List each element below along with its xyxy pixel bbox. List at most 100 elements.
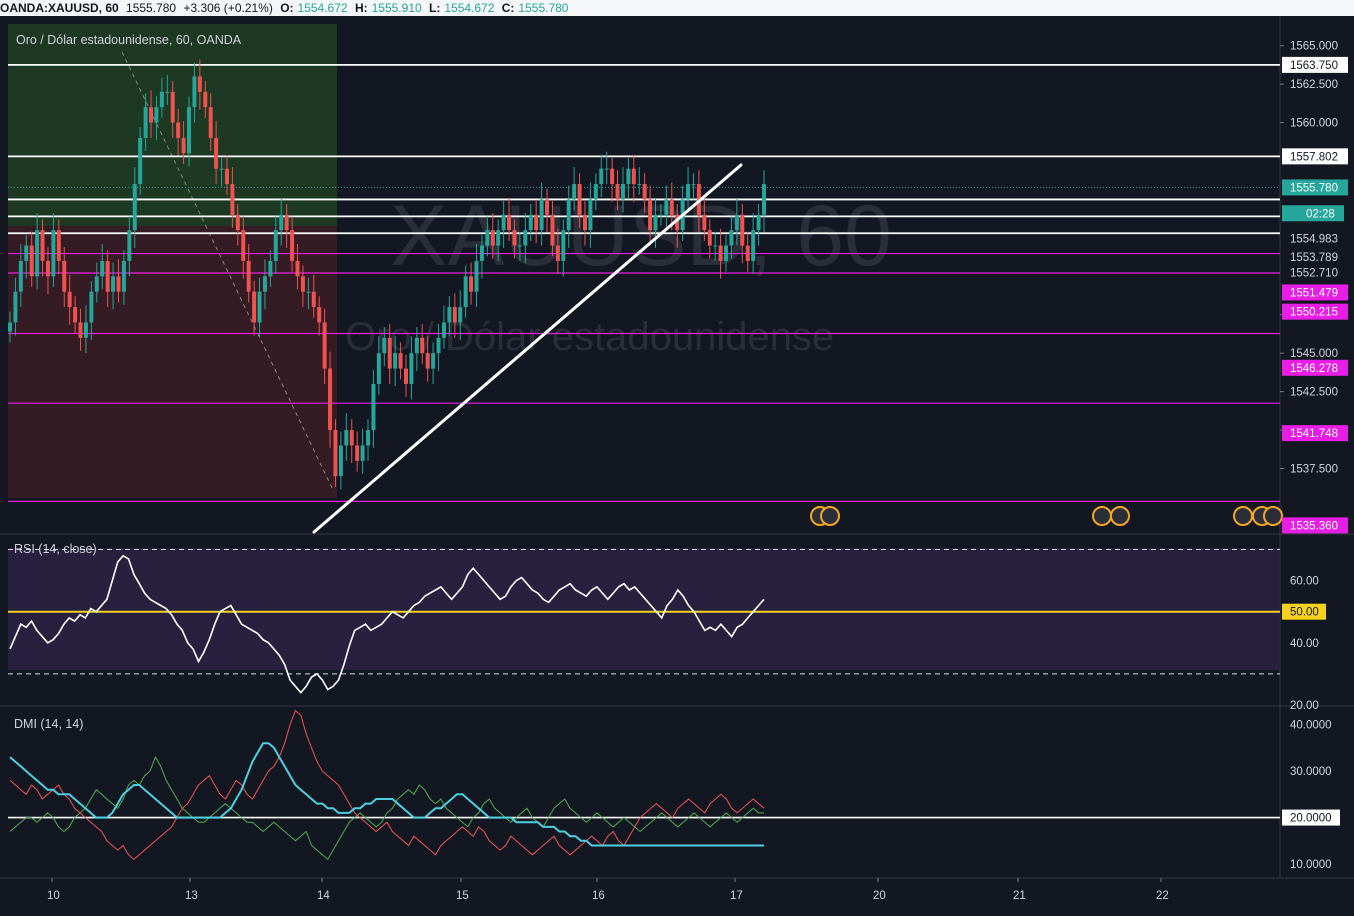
candle-body xyxy=(235,214,240,231)
candle-body xyxy=(517,245,522,247)
last-price: 1555.780 xyxy=(126,1,177,15)
candle-body xyxy=(138,137,143,185)
price-tag-bg xyxy=(1282,284,1348,301)
candle-body xyxy=(360,445,365,461)
candle-body xyxy=(436,337,441,354)
rsi-band xyxy=(8,548,1280,670)
candle-body xyxy=(284,214,289,231)
candle-body xyxy=(626,168,631,185)
price-tag-bg xyxy=(1282,517,1348,534)
candle-body xyxy=(56,230,61,261)
dmi-tick-label: 40.0000 xyxy=(1290,720,1332,732)
price-tag-bg xyxy=(1282,148,1348,165)
rsi-tick-label: 40.00 xyxy=(1290,638,1319,650)
candle-body xyxy=(490,230,495,246)
candle-body xyxy=(35,230,40,277)
candle-body xyxy=(165,91,170,93)
candle-body xyxy=(463,276,468,308)
time-tick-label: 20 xyxy=(873,890,886,902)
time-tick-label: 13 xyxy=(185,890,198,902)
dmi-tick-label: 30.0000 xyxy=(1290,766,1332,778)
candle-body xyxy=(40,230,45,261)
price-tick-label: 1537.500 xyxy=(1290,463,1338,475)
candle-body xyxy=(322,322,327,369)
trendline xyxy=(312,163,743,534)
candle-body xyxy=(94,276,99,292)
price-tick-label: 1565.000 xyxy=(1290,41,1338,53)
candle-body xyxy=(740,214,745,246)
dmi-level-tag-bg xyxy=(1282,809,1340,826)
candle-body xyxy=(111,276,116,292)
high-label: H: xyxy=(354,1,368,15)
candle-body xyxy=(555,245,560,261)
candle-body xyxy=(306,291,311,293)
candle-body xyxy=(452,307,457,323)
price-tag-bg xyxy=(1282,249,1348,266)
candle-body xyxy=(132,184,137,231)
rsi-tick-label: 20.00 xyxy=(1290,700,1319,712)
candle-body xyxy=(121,260,126,292)
price-tag-bg xyxy=(1282,230,1348,247)
candle-body xyxy=(311,291,316,308)
candle-body xyxy=(756,214,761,231)
candle-body xyxy=(176,122,181,138)
low-value: 1554.672 xyxy=(444,1,495,15)
candle-body xyxy=(300,276,305,292)
price-tag: 1563.750 xyxy=(1290,60,1338,72)
rsi-mid-tag: 50.00 xyxy=(1290,607,1319,619)
candle-body xyxy=(268,260,273,277)
price-axis[interactable]: 1565.0001562.5001560.0001547.5001545.000… xyxy=(1280,41,1348,871)
price-tag: 1535.360 xyxy=(1290,520,1338,532)
candle-body xyxy=(393,353,398,369)
candle-body xyxy=(642,184,647,200)
candle-body xyxy=(29,245,34,277)
candle-body xyxy=(257,291,262,323)
candle-body xyxy=(89,291,94,323)
candle-body xyxy=(45,260,50,277)
candle-body xyxy=(252,291,257,323)
candle-body xyxy=(349,430,354,446)
time-tick-label: 15 xyxy=(456,890,469,902)
candle-body xyxy=(273,230,278,261)
rsi-tick-label: 60.00 xyxy=(1290,576,1319,588)
candle-body xyxy=(675,214,680,231)
candle-body xyxy=(219,168,224,170)
watermark-name: Oro / Dólar estadounidense xyxy=(345,315,834,359)
candle-body xyxy=(523,230,528,246)
rsi-line xyxy=(9,554,765,694)
candle-body xyxy=(658,214,663,216)
candle-body xyxy=(420,337,425,354)
trendlines[interactable] xyxy=(312,163,743,534)
candle-body xyxy=(51,230,56,277)
candle-body xyxy=(83,322,88,338)
candle-body xyxy=(512,230,517,246)
candle-body xyxy=(479,245,484,261)
candle-body xyxy=(615,184,620,200)
candle-body xyxy=(279,214,284,231)
candle-body xyxy=(539,199,544,231)
candle-body xyxy=(241,230,246,261)
time-axis[interactable]: 10 13 14 15 16 17 20 21 22 xyxy=(47,878,1169,902)
price-tag: 1546.278 xyxy=(1290,363,1338,375)
candle-body xyxy=(371,383,376,431)
candle-body xyxy=(414,337,419,354)
candle-body xyxy=(149,107,154,123)
candle-body xyxy=(382,337,387,354)
event-badge xyxy=(820,506,840,526)
candle-body xyxy=(582,214,587,231)
dmi-panel xyxy=(8,709,1280,861)
candle-body xyxy=(355,445,360,461)
candle-body xyxy=(208,107,213,138)
candle-body xyxy=(474,260,479,292)
candle-body xyxy=(669,199,674,215)
candle-body xyxy=(485,230,490,246)
candle-body xyxy=(187,107,192,154)
candle-body xyxy=(366,430,371,446)
economic-events[interactable] xyxy=(810,506,1283,526)
candle-body xyxy=(62,260,67,292)
price-tag-bg xyxy=(1282,303,1348,320)
candle-body xyxy=(599,168,604,185)
candle-body xyxy=(702,214,707,231)
